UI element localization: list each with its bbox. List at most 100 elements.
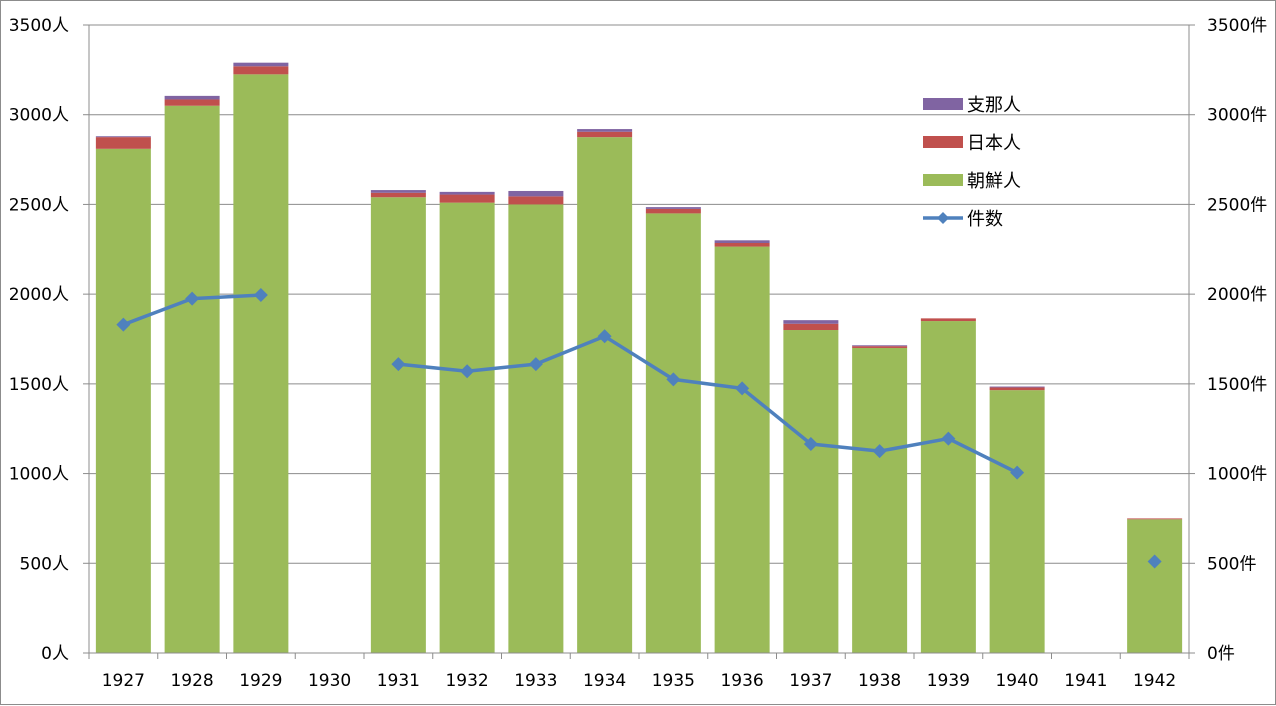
legend-label: 支那人: [967, 95, 1021, 116]
bar-segment: [645, 208, 701, 214]
line-point: [941, 431, 956, 446]
left-tick-label: 3000人: [9, 106, 69, 126]
bar-segment: [164, 95, 220, 100]
x-tick-label: 1935: [652, 671, 695, 691]
bar-segment: [508, 196, 564, 205]
line-point: [253, 288, 268, 303]
bar-segment: [370, 192, 426, 198]
right-tick-label: 1000件: [1207, 465, 1267, 485]
right-tick-label: 1500件: [1207, 375, 1267, 395]
x-tick-label: 1934: [583, 671, 626, 691]
bar-segment: [714, 246, 770, 653]
x-tick-label: 1932: [445, 671, 488, 691]
line-point: [528, 357, 543, 372]
bar-segment: [989, 386, 1045, 388]
legend-label: 朝鮮人: [967, 171, 1021, 192]
x-tick-label: 1941: [1064, 671, 1107, 691]
x-tick-label: 1936: [720, 671, 763, 691]
x-tick-label: 1940: [995, 671, 1038, 691]
legend-swatch: [923, 136, 963, 148]
x-tick-label: 1937: [789, 671, 832, 691]
bar-segment: [714, 240, 770, 244]
bar-segment: [645, 213, 701, 653]
line-path: [398, 334, 1018, 475]
bar-segment: [95, 148, 151, 653]
line-point: [735, 381, 750, 396]
line-point: [1010, 465, 1025, 480]
right-tick-label: 0件: [1207, 644, 1235, 664]
line-point: [666, 372, 681, 387]
left-tick-label: 2500人: [9, 195, 69, 215]
bar-segment: [508, 190, 564, 197]
legend-marker: [937, 212, 949, 224]
line-point: [597, 329, 612, 344]
bar-segment: [164, 105, 220, 653]
bar-segment: [1127, 518, 1183, 520]
left-tick-label: 1500人: [9, 375, 69, 395]
bar-segment: [852, 345, 908, 347]
line-point: [460, 364, 475, 379]
bar-segment: [920, 321, 976, 653]
left-tick-label: 1000人: [9, 465, 69, 485]
left-tick-label: 3500人: [9, 16, 69, 36]
bar-segment: [714, 243, 770, 247]
line-series: [116, 288, 1162, 569]
bar-segment: [783, 323, 839, 331]
line-point: [185, 291, 200, 306]
bar-segment: [233, 66, 289, 75]
bar-segment: [508, 204, 564, 653]
line-point: [872, 444, 887, 459]
legend-label: 件数: [967, 209, 1003, 230]
x-tick-label: 1928: [170, 671, 213, 691]
bar-segment: [577, 131, 633, 138]
bar-segment: [164, 99, 220, 106]
bar-segment: [920, 318, 976, 322]
bar-segment: [577, 137, 633, 654]
x-tick-label: 1933: [514, 671, 557, 691]
bar-segment: [645, 207, 701, 209]
bar-segment: [783, 330, 839, 653]
bar-segment: [439, 194, 495, 203]
x-tick-label: 1939: [927, 671, 970, 691]
bar-segment: [852, 347, 908, 653]
bar-segment: [439, 202, 495, 654]
right-tick-label: 2500件: [1207, 195, 1267, 215]
line-point: [116, 317, 131, 332]
right-tick-label: 3500件: [1207, 16, 1267, 36]
bar-segment: [989, 390, 1045, 653]
line-point: [803, 436, 818, 451]
bar-segment: [1127, 519, 1183, 653]
line-point: [391, 357, 406, 372]
x-tick-label: 1942: [1133, 671, 1176, 691]
legend-swatch: [923, 98, 963, 110]
left-tick-label: 500人: [20, 554, 69, 574]
legend-swatch: [923, 174, 963, 186]
x-tick-label: 1931: [377, 671, 420, 691]
right-tick-label: 3000件: [1207, 106, 1267, 126]
bar-segment: [783, 320, 839, 324]
bar-segment: [439, 191, 495, 195]
legend-label: 日本人: [967, 133, 1021, 154]
x-tick-label: 1930: [308, 671, 351, 691]
axes: 0人 0件 500人 500件 1000人 1000件 1500人 1500件 2000人 200…: [9, 16, 1268, 691]
right-tick-label: 2000件: [1207, 285, 1267, 305]
bar-segment: [577, 129, 633, 132]
line-point: [1147, 554, 1162, 569]
bar-segment: [95, 137, 151, 149]
x-tick-label: 1927: [102, 671, 145, 691]
bar-segment: [989, 387, 1045, 391]
x-tick-label: 1929: [239, 671, 282, 691]
bar-series: [95, 62, 1183, 654]
right-tick-label: 500件: [1207, 554, 1256, 574]
bar-segment: [233, 62, 289, 67]
x-tick-label: 1938: [858, 671, 901, 691]
bar-segment: [370, 197, 426, 653]
bar-segment: [95, 136, 151, 138]
bar-segment: [852, 346, 908, 348]
left-tick-label: 0人: [41, 644, 69, 664]
left-tick-label: 2000人: [9, 285, 69, 305]
bar-segment: [233, 74, 289, 654]
